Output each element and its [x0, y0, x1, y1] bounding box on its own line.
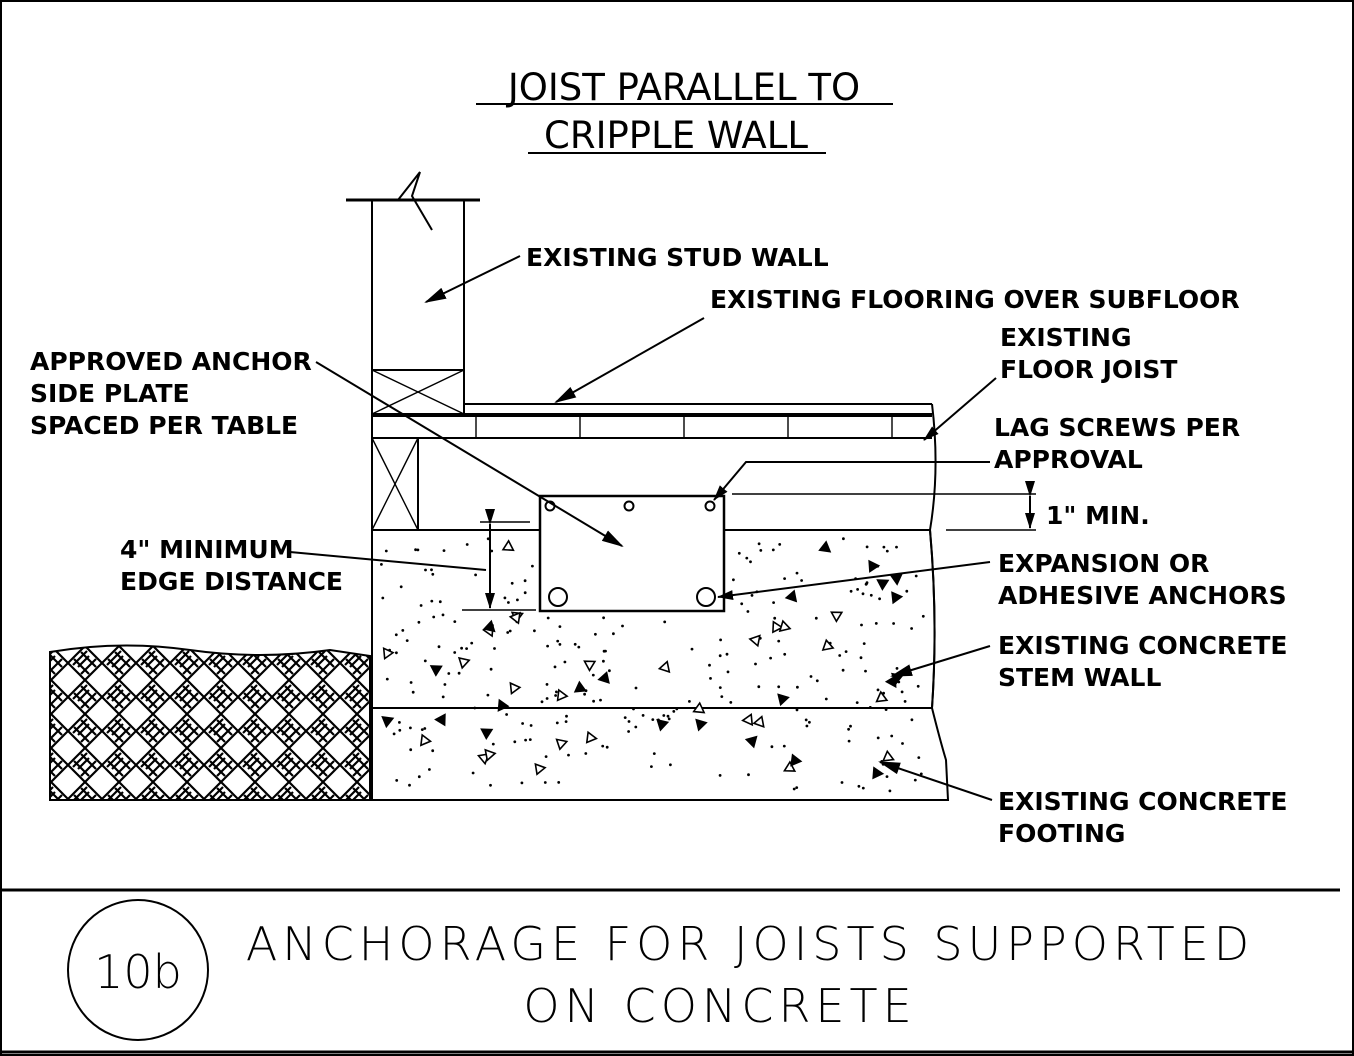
stud-wall [346, 171, 480, 531]
detail-title-line-2: ON CONCRETE [523, 979, 916, 1033]
leader-footing [878, 761, 993, 801]
label-footing-1: EXISTING CONCRETE [998, 787, 1288, 816]
leader-anchors [717, 561, 991, 601]
blocking-upper [371, 369, 465, 415]
label-edge-distance-1: 4" MINIMUM [120, 535, 294, 564]
label-stud-wall: EXISTING STUD WALL [526, 243, 829, 272]
leaders [315, 255, 997, 801]
label-1in-min: 1" MIN. [1046, 501, 1150, 530]
wall-break-mark [397, 171, 433, 231]
right-break-line [928, 403, 937, 709]
title-line-1: JOIST PARALLEL TO [506, 66, 860, 109]
label-expansion-1: EXPANSION OR [998, 549, 1209, 578]
label-anchor-plate-2: SIDE PLATE [30, 379, 190, 408]
label-footing-2: FOOTING [998, 819, 1125, 848]
detail-number-bubble [67, 899, 209, 1041]
leader-stud-wall [424, 255, 521, 303]
label-expansion-2: ADHESIVE ANCHORS [998, 581, 1287, 610]
dimension-edge-distance [289, 509, 536, 611]
soil-hatch [49, 644, 371, 801]
dimension-1in-min: 1" MIN. [732, 481, 1150, 531]
label-floor-joist-2: FLOOR JOIST [1000, 355, 1178, 384]
label-lag-screws-1: LAG SCREWS PER [994, 413, 1240, 442]
label-edge-distance-2: EDGE DISTANCE [120, 567, 343, 596]
leader-floor-joist [923, 377, 997, 441]
drawing-title: JOIST PARALLEL TO CRIPPLE WALL [476, 66, 893, 157]
title-block: 10b ANCHORAGE FOR JOISTS SUPPORTED ON CO… [0, 888, 1354, 1054]
lag-screw [623, 500, 635, 512]
label-anchor-plate-3: SPACED PER TABLE [30, 411, 298, 440]
detail-number: 10b [94, 945, 182, 999]
label-stem-wall-1: EXISTING CONCRETE [998, 631, 1288, 660]
footing [371, 707, 950, 801]
label-lag-screws-2: APPROVAL [994, 445, 1143, 474]
label-floor-joist-1: EXISTING [1000, 323, 1131, 352]
detail-title-line-1: ANCHORAGE FOR JOISTS SUPPORTED [246, 917, 1254, 971]
leader-anchor-plate [315, 361, 624, 548]
label-flooring: EXISTING FLOORING OVER SUBFLOOR [710, 285, 1240, 314]
leader-lag-screws [713, 461, 990, 501]
leader-flooring [554, 317, 705, 403]
callouts: EXISTING STUD WALL EXISTING FLOORING OVE… [30, 243, 1288, 848]
anchor-bolt [696, 587, 716, 607]
leader-stem-wall [890, 645, 991, 677]
title-line-2: CRIPPLE WALL [544, 114, 808, 157]
anchor-bolt [548, 587, 568, 607]
label-stem-wall-2: STEM WALL [998, 663, 1161, 692]
lag-screw [704, 500, 716, 512]
label-anchor-plate-1: APPROVED ANCHOR [30, 347, 312, 376]
